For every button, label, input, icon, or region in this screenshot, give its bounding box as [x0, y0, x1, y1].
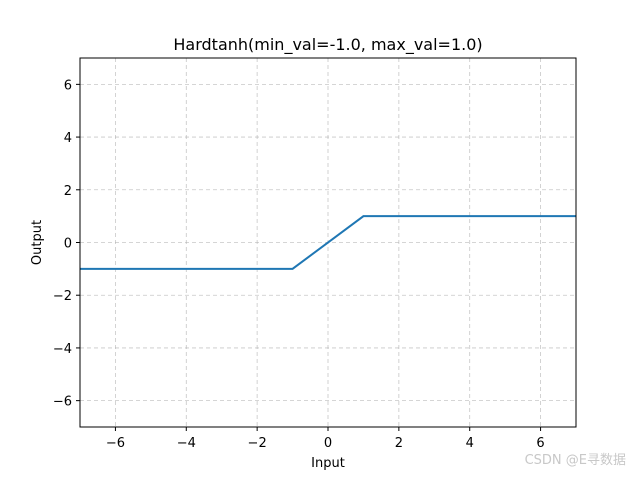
x-tick-label: −4: [177, 436, 196, 451]
x-tick-label: 2: [395, 436, 403, 451]
y-tick-label: −2: [53, 289, 72, 304]
chart-title: Hardtanh(min_val=-1.0, max_val=1.0): [173, 35, 482, 55]
y-tick-label: 6: [64, 78, 72, 93]
tick-layer: −6 −4 −2 0 2 4 6 −6 −4 −2 0 2 4 6: [53, 78, 545, 451]
x-tick-label: −2: [248, 436, 267, 451]
y-axis-label: Output: [30, 220, 45, 265]
x-axis-label: Input: [311, 456, 345, 471]
x-tick-label: 0: [324, 436, 332, 451]
series-layer: [80, 215, 576, 270]
y-tick-label: −4: [53, 342, 72, 357]
x-tick-label: 6: [536, 436, 544, 451]
y-tick-label: 0: [64, 237, 72, 252]
y-tick-label: −6: [53, 395, 72, 410]
y-tick-label: 4: [64, 131, 72, 146]
x-tick-label: −6: [106, 436, 125, 451]
series-line: [80, 215, 576, 270]
x-tick-label: 4: [466, 436, 474, 451]
y-tick-label: 2: [64, 184, 72, 199]
watermark-text: CSDN @E寻数据: [524, 453, 626, 468]
